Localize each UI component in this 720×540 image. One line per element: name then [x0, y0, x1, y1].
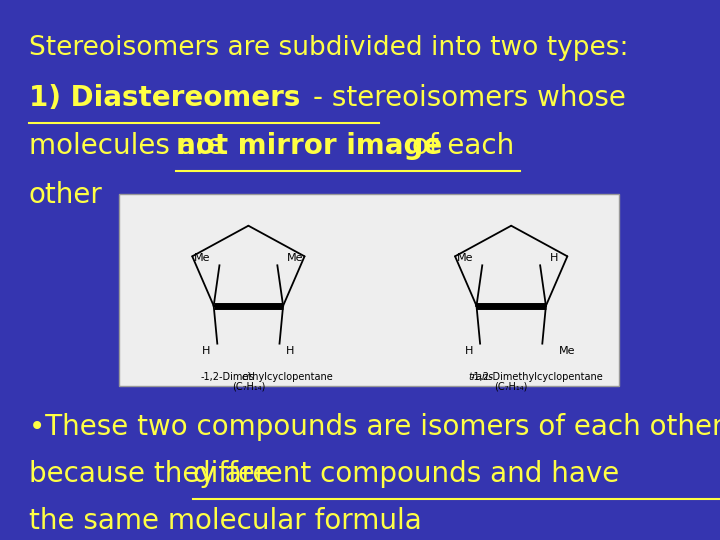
Text: (C₇H₁₄): (C₇H₁₄) [495, 382, 528, 392]
Text: H: H [549, 253, 558, 262]
Text: (C₇H₁₄): (C₇H₁₄) [232, 382, 265, 392]
Text: •These two compounds are isomers of each other: •These two compounds are isomers of each… [29, 413, 720, 441]
Text: Me: Me [287, 253, 303, 262]
Text: -1,2-Dimethylcyclopentane: -1,2-Dimethylcyclopentane [470, 372, 603, 382]
Text: H: H [202, 346, 211, 356]
Text: of each: of each [403, 132, 515, 160]
Text: trans: trans [469, 372, 493, 382]
FancyBboxPatch shape [119, 194, 619, 386]
Text: 1) Diastereomers: 1) Diastereomers [29, 84, 300, 112]
Text: molecules are: molecules are [29, 132, 233, 160]
Text: -1,2-Dimethylcyclopentane: -1,2-Dimethylcyclopentane [200, 372, 333, 382]
Text: Stereoisomers are subdivided into two types:: Stereoisomers are subdivided into two ty… [29, 35, 629, 61]
Text: other: other [29, 181, 103, 209]
Text: the same molecular formula: the same molecular formula [29, 507, 421, 535]
Text: Me: Me [194, 253, 210, 262]
Text: - stereoisomers whose: - stereoisomers whose [313, 84, 626, 112]
Text: because they are: because they are [29, 460, 278, 488]
Text: Me: Me [559, 346, 575, 356]
Text: not mirror image: not mirror image [176, 132, 443, 160]
Text: H: H [465, 346, 474, 356]
Text: cis: cis [242, 372, 255, 382]
Text: H: H [286, 346, 294, 356]
Text: Me: Me [456, 253, 473, 262]
Text: different compounds and have: different compounds and have [193, 460, 619, 488]
